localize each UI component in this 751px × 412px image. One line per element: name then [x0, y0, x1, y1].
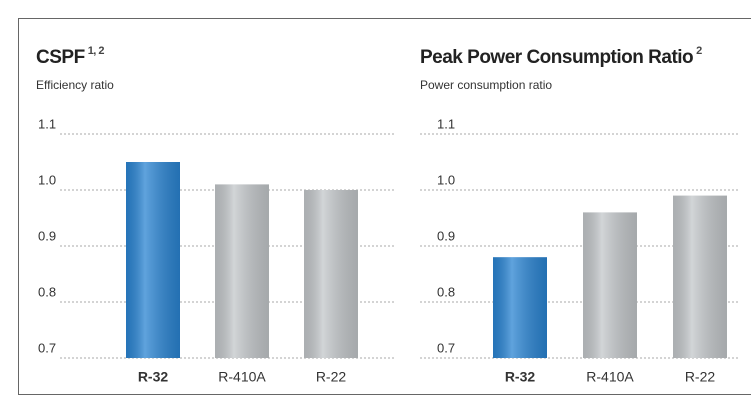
bar-shade: [126, 162, 180, 358]
x-tick-label: R-410A: [586, 369, 634, 385]
y-tick-label: 0.9: [437, 228, 455, 243]
frame: [18, 18, 751, 395]
y-tick-label: 0.9: [38, 228, 56, 243]
title-text: CSPF: [36, 47, 85, 68]
x-tick-label: R-22: [685, 369, 716, 385]
x-tick-label: R-410A: [218, 369, 266, 385]
x-tick-label: R-32: [505, 369, 536, 385]
bar-shade: [215, 184, 269, 358]
y-axis-label: Efficiency ratio: [36, 78, 114, 92]
y-tick-label: 0.7: [437, 340, 455, 355]
title-superscript: 2: [696, 45, 702, 57]
chart-title: CSPF 1, 2: [36, 45, 104, 68]
y-tick-label: 1.0: [437, 172, 455, 187]
y-tick-label: 1.0: [38, 172, 56, 187]
bar-shade: [673, 195, 727, 358]
bar-shade: [493, 257, 547, 358]
title-superscript: 1, 2: [88, 45, 105, 57]
y-tick-label: 0.8: [38, 284, 56, 299]
bar-shade: [583, 212, 637, 358]
title-text: Peak Power Consumption Ratio: [420, 47, 693, 68]
x-tick-label: R-32: [138, 369, 169, 385]
x-tick-label: R-22: [316, 369, 347, 385]
chart-title: Peak Power Consumption Ratio 2: [420, 45, 702, 68]
y-tick-label: 1.1: [38, 116, 56, 131]
y-axis-label: Power consumption ratio: [420, 78, 552, 92]
y-tick-label: 0.7: [38, 340, 56, 355]
bar-shade: [304, 190, 358, 358]
y-tick-label: 0.8: [437, 284, 455, 299]
y-tick-label: 1.1: [437, 116, 455, 131]
